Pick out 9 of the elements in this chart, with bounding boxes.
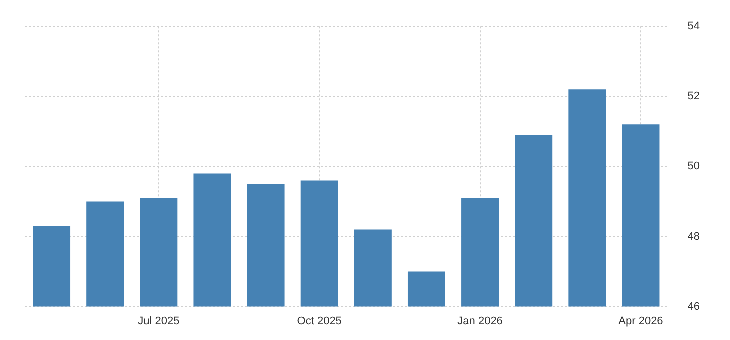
- y-tick-label: 48: [688, 230, 700, 243]
- y-tick-label: 54: [688, 20, 700, 33]
- y-tick-label: 46: [688, 300, 700, 313]
- x-tick-label: Jul 2025: [138, 315, 180, 328]
- x-tick-label: Apr 2026: [618, 315, 664, 328]
- x-tick-label: Oct 2025: [297, 315, 342, 328]
- x-tick-label: Jan 2026: [458, 315, 503, 328]
- y-tick-label: 52: [688, 90, 700, 103]
- y-tick-label: 50: [688, 160, 700, 173]
